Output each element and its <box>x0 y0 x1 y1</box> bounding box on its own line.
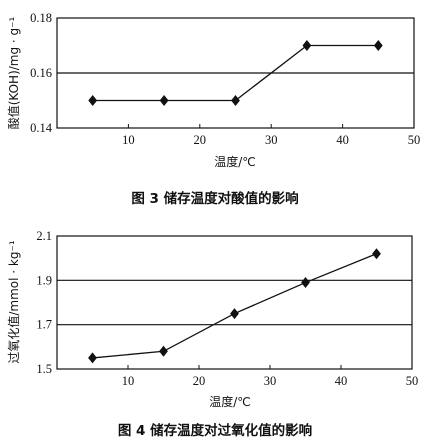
x-tick-label: 20 <box>194 133 207 147</box>
data-point <box>302 40 312 51</box>
y-tick-label: 2.1 <box>36 229 52 243</box>
data-point <box>373 40 383 51</box>
chart-peroxide-value: 1.5 1.7 1.9 2.1 10 20 30 40 50 温度/℃ 过氧化值/mmol ·… <box>6 229 418 439</box>
data-point <box>88 352 97 364</box>
x-tick-label: 30 <box>264 374 277 388</box>
y-axis-label: 过氧化值/mmol · kg⁻¹ <box>6 240 21 363</box>
y-tick-label: 1.5 <box>36 362 52 376</box>
x-tick-labels: 10 20 30 40 50 <box>122 124 420 147</box>
data-point <box>231 95 240 106</box>
y-tick-label: 0.16 <box>30 66 52 80</box>
data-point <box>372 248 381 260</box>
x-axis-label: 温度/℃ <box>214 154 256 169</box>
x-tick-label: 30 <box>265 133 278 147</box>
x-axis-label: 温度/℃ <box>209 394 251 409</box>
data-point <box>159 345 168 357</box>
y-tick-label: 0.14 <box>30 121 53 135</box>
y-tick-labels: 0.14 0.16 0.18 <box>30 11 53 135</box>
x-tick-label: 10 <box>122 133 135 147</box>
figure-caption: 图 4 储存温度对过氧化值的影响 <box>118 422 312 439</box>
series <box>88 40 383 106</box>
y-tick-label: 0.18 <box>30 11 52 25</box>
chart-acid-value: 0.14 0.16 0.18 10 20 30 40 50 温度/℃ 酸值(KOH)/mg … <box>6 11 420 207</box>
y-tick-label: 1.9 <box>36 273 52 287</box>
figure-caption: 图 3 储存温度对酸值的影响 <box>131 190 298 207</box>
y-axis-label: 酸值(KOH)/mg · g⁻¹ <box>6 17 21 130</box>
series <box>88 248 381 364</box>
data-point <box>159 95 169 106</box>
gridlines <box>57 279 412 326</box>
y-tick-labels: 1.5 1.7 1.9 2.1 <box>36 229 52 376</box>
x-tick-label: 50 <box>408 133 421 147</box>
x-tick-label: 10 <box>122 374 135 388</box>
data-point <box>301 277 310 289</box>
x-tick-label: 40 <box>336 133 349 147</box>
x-tick-label: 50 <box>406 374 419 388</box>
data-point <box>88 95 98 106</box>
plot-frame <box>56 235 413 370</box>
series-line <box>92 253 377 359</box>
y-tick-label: 1.7 <box>36 318 52 332</box>
x-tick-label: 40 <box>335 374 348 388</box>
x-tick-label: 20 <box>193 374 206 388</box>
x-tick-labels: 10 20 30 40 50 <box>122 365 419 388</box>
data-point <box>230 308 239 320</box>
